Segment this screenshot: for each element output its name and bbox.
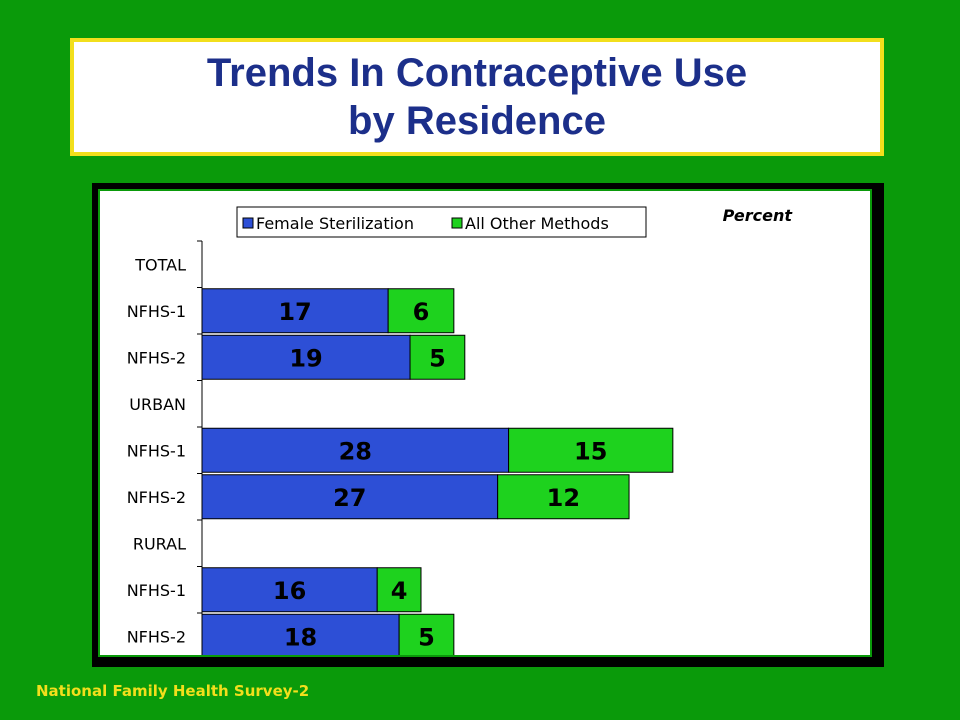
title-box: Trends In Contraceptive Use by Residence	[70, 38, 884, 156]
data-label: 4	[391, 577, 408, 605]
category-label: NFHS-1	[127, 441, 186, 460]
category-label: TOTAL	[134, 255, 186, 274]
legend-label-2: All Other Methods	[465, 214, 609, 233]
bar-other-methods	[387, 288, 455, 334]
data-label: 28	[339, 437, 372, 465]
bar-female-sterilization	[201, 474, 499, 520]
legend-swatch-2	[451, 217, 463, 229]
data-label: 15	[574, 437, 607, 465]
legend-label-1: Female Sterilization	[256, 214, 414, 233]
data-label: 6	[413, 298, 430, 326]
bar-other-methods	[508, 427, 674, 473]
bar-female-sterilization	[201, 427, 510, 473]
chart-area: Female Sterilization All Other Methods Per…	[98, 189, 872, 657]
slide-title-line-2: by Residence	[348, 99, 606, 143]
data-label: 16	[273, 577, 306, 605]
bar-female-sterilization	[201, 613, 400, 655]
category-label: RURAL	[133, 534, 186, 553]
bar-female-sterilization	[201, 567, 378, 613]
category-label: NFHS-1	[127, 581, 186, 600]
bar-female-sterilization	[201, 288, 389, 334]
category-label: NFHS-2	[127, 348, 186, 367]
bar-other-methods	[398, 613, 455, 655]
bar-female-sterilization	[201, 334, 411, 380]
category-label: URBAN	[129, 395, 186, 414]
category-label: NFHS-1	[127, 302, 186, 321]
data-label: 19	[289, 344, 322, 372]
data-label: 5	[429, 344, 446, 372]
data-label: 5	[418, 623, 435, 651]
legend-box	[236, 206, 647, 238]
data-label: 27	[333, 484, 366, 512]
unit-label: Percent	[723, 206, 794, 225]
chart-frame: Female Sterilization All Other Methods Per…	[92, 183, 884, 667]
bar-other-methods	[376, 567, 422, 613]
slide-title-line-1: Trends In Contraceptive Use	[206, 51, 748, 95]
data-label: 18	[284, 623, 317, 651]
footer-source: National Family Health Survey-2	[36, 682, 310, 700]
data-label: 17	[278, 298, 311, 326]
category-label: NFHS-2	[127, 627, 186, 646]
data-label: 12	[547, 484, 580, 512]
bar-other-methods	[497, 474, 630, 520]
category-label: NFHS-2	[127, 488, 186, 507]
stacked-bar-chart: Female Sterilization All Other Methods Per…	[127, 206, 794, 655]
legend-swatch-1	[242, 217, 254, 229]
bar-other-methods	[409, 334, 466, 380]
